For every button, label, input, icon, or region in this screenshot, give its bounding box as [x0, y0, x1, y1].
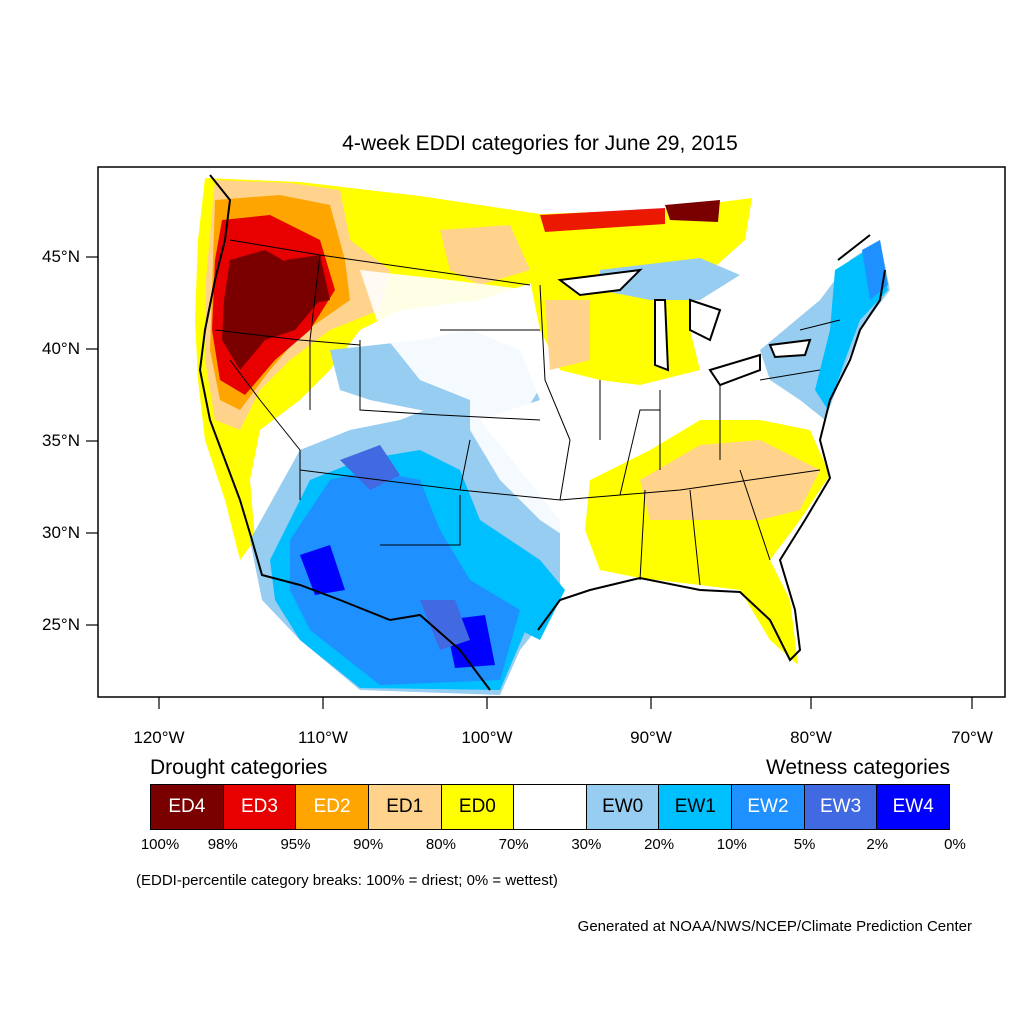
- ed4-mi: [665, 200, 720, 222]
- legend-cell-ew0: EW0: [586, 785, 660, 829]
- drought-heading: Drought categories: [150, 756, 328, 779]
- lat-label-25: 25°N: [42, 615, 80, 634]
- lon-label-80: 80°W: [790, 728, 832, 747]
- map-data-layer: [195, 174, 890, 695]
- ed1-mn: [545, 300, 590, 370]
- ew4-az: [300, 545, 345, 595]
- category-note: (EDDI-percentile category breaks: 100% =…: [136, 872, 558, 889]
- percentile-label: 98%: [207, 836, 238, 853]
- neutral-midwest: [360, 270, 760, 540]
- lon-label-120: 120°W: [133, 728, 185, 747]
- ew3-tx: [420, 600, 470, 650]
- legend-cell-ed4: ED4: [151, 785, 224, 829]
- percentile-label: 5%: [793, 836, 816, 853]
- legend-cell-neutral: [514, 785, 587, 829]
- percentile-label: 10%: [716, 836, 747, 853]
- ew0-lakes: [600, 258, 740, 300]
- percentile-label: 0%: [944, 836, 966, 853]
- lon-label-90: 90°W: [630, 728, 672, 747]
- legend-cell-ew2: EW2: [732, 785, 805, 829]
- ed1-mt: [440, 225, 530, 285]
- percentile-label: 95%: [280, 836, 311, 853]
- lat-label-45: 45°N: [42, 247, 80, 266]
- legend-cell-ew1: EW1: [659, 785, 733, 829]
- ed3-mi: [540, 208, 665, 232]
- legend-cell-ew4: EW4: [877, 785, 950, 829]
- percentile-label: 90%: [353, 836, 384, 853]
- map-title: 4-week EDDI categories for June 29, 2015: [342, 132, 738, 155]
- ed1-se: [640, 440, 820, 520]
- legend-cell-ew3: EW3: [804, 785, 878, 829]
- legend-cell-ed1: ED1: [368, 785, 442, 829]
- legend-cell-ed3: ED3: [223, 785, 297, 829]
- percentile-label: 70%: [498, 836, 529, 853]
- percentile-label: 20%: [644, 836, 675, 853]
- state-borders: [214, 239, 841, 586]
- lat-label-30: 30°N: [42, 523, 80, 542]
- percentile-label: 100%: [140, 836, 180, 853]
- lat-ticks: [86, 256, 98, 626]
- legend-cell-ed0: ED0: [441, 785, 515, 829]
- percentile-label: 30%: [571, 836, 602, 853]
- percentile-label: 2%: [866, 836, 889, 853]
- lon-ticks: [158, 697, 973, 709]
- ew3-co: [340, 445, 400, 490]
- lon-label-100: 100°W: [461, 728, 513, 747]
- lon-label-70: 70°W: [951, 728, 993, 747]
- wetness-heading: Wetness categories: [765, 756, 950, 779]
- ew1-tx: [520, 560, 565, 640]
- legend-cell-ed2: ED2: [296, 785, 369, 829]
- lon-label-110: 110°W: [298, 728, 348, 747]
- category-legend: ED4 ED3 ED2 ED1 ED0 EW0 EW1 EW2 EW3 EW4: [150, 784, 950, 830]
- plot-frame: [97, 166, 1006, 698]
- percentile-label: 80%: [425, 836, 456, 853]
- lat-label-35: 35°N: [42, 431, 80, 450]
- credit-line: Generated at NOAA/NWS/NCEP/Climate Predi…: [577, 918, 972, 935]
- lat-label-40: 40°N: [42, 339, 80, 358]
- great-lakes: [557, 268, 812, 387]
